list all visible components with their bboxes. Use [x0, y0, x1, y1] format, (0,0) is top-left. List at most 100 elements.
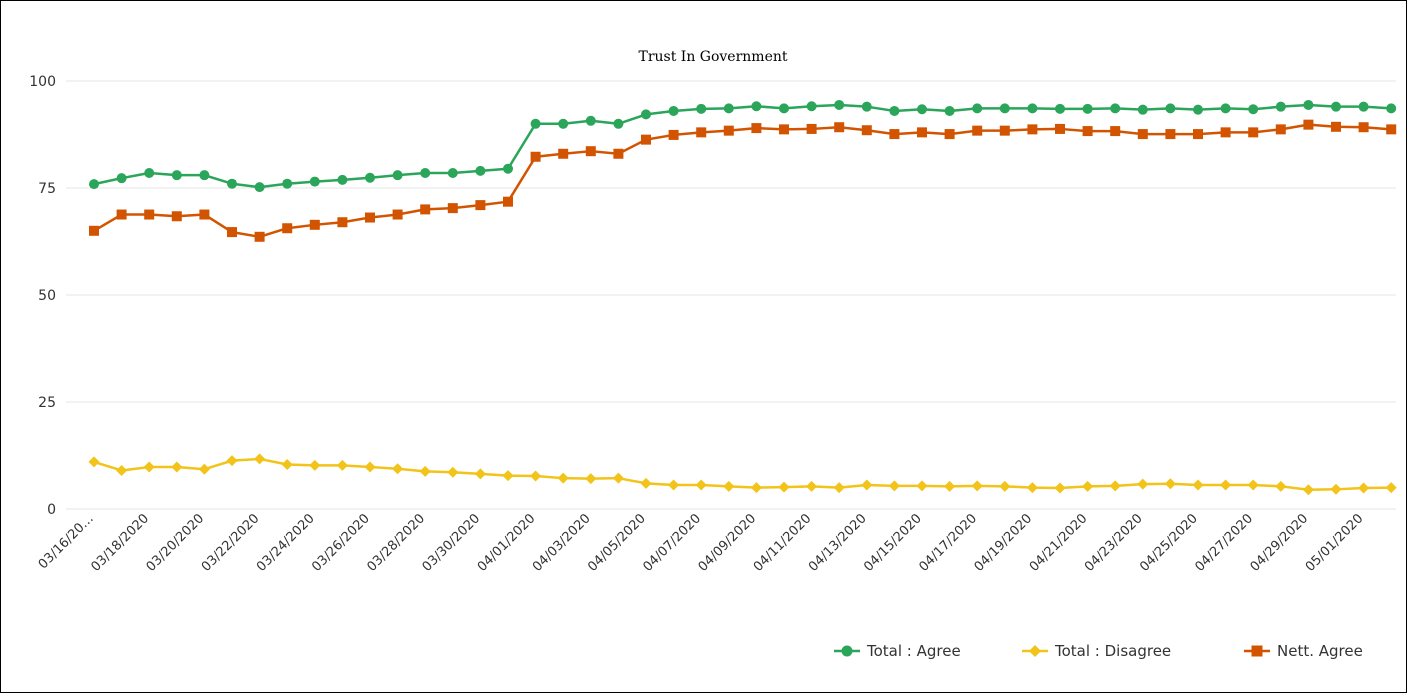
data-point[interactable] [1165, 103, 1176, 114]
data-point[interactable] [475, 200, 486, 211]
legend-item[interactable]: Total : Disagree [1022, 642, 1171, 660]
data-point[interactable] [834, 99, 845, 110]
data-point[interactable] [889, 129, 900, 140]
data-point[interactable] [1220, 479, 1232, 491]
data-point[interactable] [833, 482, 845, 494]
data-point[interactable] [447, 168, 458, 179]
data-point[interactable] [254, 182, 265, 193]
data-point[interactable] [585, 473, 597, 485]
data-point[interactable] [1055, 103, 1065, 114]
data-point[interactable] [530, 470, 542, 482]
data-point[interactable] [254, 231, 265, 242]
data-point[interactable] [1248, 104, 1259, 115]
data-point[interactable] [972, 103, 983, 114]
data-point[interactable] [1275, 480, 1287, 492]
data-point[interactable] [227, 227, 237, 238]
data-point[interactable] [888, 480, 900, 492]
data-point[interactable] [1358, 122, 1369, 133]
data-point[interactable] [1110, 103, 1121, 114]
data-point[interactable] [750, 482, 762, 494]
data-point[interactable] [696, 127, 707, 138]
data-point[interactable] [1164, 478, 1176, 490]
data-point[interactable] [972, 125, 983, 136]
data-point[interactable] [999, 125, 1010, 136]
data-point[interactable] [1082, 480, 1094, 492]
data-point[interactable] [1275, 124, 1286, 135]
data-point[interactable] [841, 645, 853, 657]
data-point[interactable] [806, 101, 817, 112]
data-point[interactable] [1027, 124, 1038, 135]
data-point[interactable] [1192, 479, 1204, 491]
data-point[interactable] [1331, 121, 1341, 132]
data-point[interactable] [917, 104, 927, 115]
data-point[interactable] [861, 125, 872, 136]
data-point[interactable] [116, 464, 128, 476]
data-point[interactable] [171, 461, 183, 473]
data-point[interactable] [916, 480, 928, 492]
data-point[interactable] [337, 174, 348, 185]
data-point[interactable] [1109, 480, 1121, 492]
data-point[interactable] [1331, 101, 1341, 112]
data-point[interactable] [1082, 103, 1093, 114]
data-point[interactable] [613, 118, 624, 129]
data-point[interactable] [89, 179, 99, 190]
data-point[interactable] [1220, 103, 1231, 114]
data-point[interactable] [944, 480, 956, 492]
data-point[interactable] [1193, 129, 1203, 140]
data-point[interactable] [447, 203, 458, 214]
data-point[interactable] [226, 455, 238, 467]
data-point[interactable] [502, 470, 514, 482]
data-point[interactable] [1248, 127, 1259, 138]
data-point[interactable] [282, 223, 293, 234]
data-point[interactable] [585, 146, 596, 157]
data-point[interactable] [364, 461, 376, 473]
legend-item[interactable]: Nett. Agree [1244, 642, 1363, 660]
data-point[interactable] [419, 465, 431, 477]
data-point[interactable] [1082, 126, 1093, 137]
data-point[interactable] [1054, 482, 1066, 494]
data-point[interactable] [1110, 126, 1121, 137]
data-point[interactable] [143, 461, 155, 473]
data-point[interactable] [420, 204, 431, 215]
data-point[interactable] [282, 178, 293, 189]
data-point[interactable] [392, 170, 403, 181]
data-point[interactable] [503, 163, 513, 174]
data-point[interactable] [116, 173, 127, 184]
data-point[interactable] [116, 209, 127, 220]
data-point[interactable] [309, 219, 320, 230]
data-point[interactable] [1385, 482, 1397, 494]
data-point[interactable] [889, 105, 900, 116]
data-point[interactable] [337, 217, 348, 228]
data-point[interactable] [558, 118, 569, 129]
data-point[interactable] [365, 172, 375, 183]
data-point[interactable] [365, 212, 375, 223]
data-point[interactable] [89, 225, 99, 236]
data-point[interactable] [778, 481, 790, 493]
data-point[interactable] [1165, 129, 1176, 140]
data-point[interactable] [336, 459, 348, 471]
data-point[interactable] [613, 148, 624, 159]
data-point[interactable] [199, 209, 210, 220]
data-point[interactable] [668, 105, 679, 116]
data-point[interactable] [640, 477, 652, 489]
data-point[interactable] [1303, 99, 1314, 110]
data-point[interactable] [227, 178, 237, 189]
data-point[interactable] [309, 176, 320, 187]
data-point[interactable] [474, 468, 486, 480]
data-point[interactable] [198, 463, 210, 475]
data-point[interactable] [861, 479, 873, 491]
data-point[interactable] [392, 209, 403, 220]
data-point[interactable] [999, 103, 1010, 114]
data-point[interactable] [88, 456, 100, 468]
data-point[interactable] [447, 466, 459, 478]
data-point[interactable] [723, 103, 734, 114]
legend[interactable]: Total : Agree Total : Disagree Nett. Agree [834, 642, 1363, 660]
data-point[interactable] [999, 480, 1011, 492]
data-point[interactable] [668, 129, 679, 140]
data-point[interactable] [971, 480, 983, 492]
data-point[interactable] [530, 151, 541, 162]
data-point[interactable] [254, 453, 266, 465]
data-point[interactable] [558, 148, 569, 159]
data-point[interactable] [641, 109, 651, 120]
data-point[interactable] [1029, 645, 1041, 657]
